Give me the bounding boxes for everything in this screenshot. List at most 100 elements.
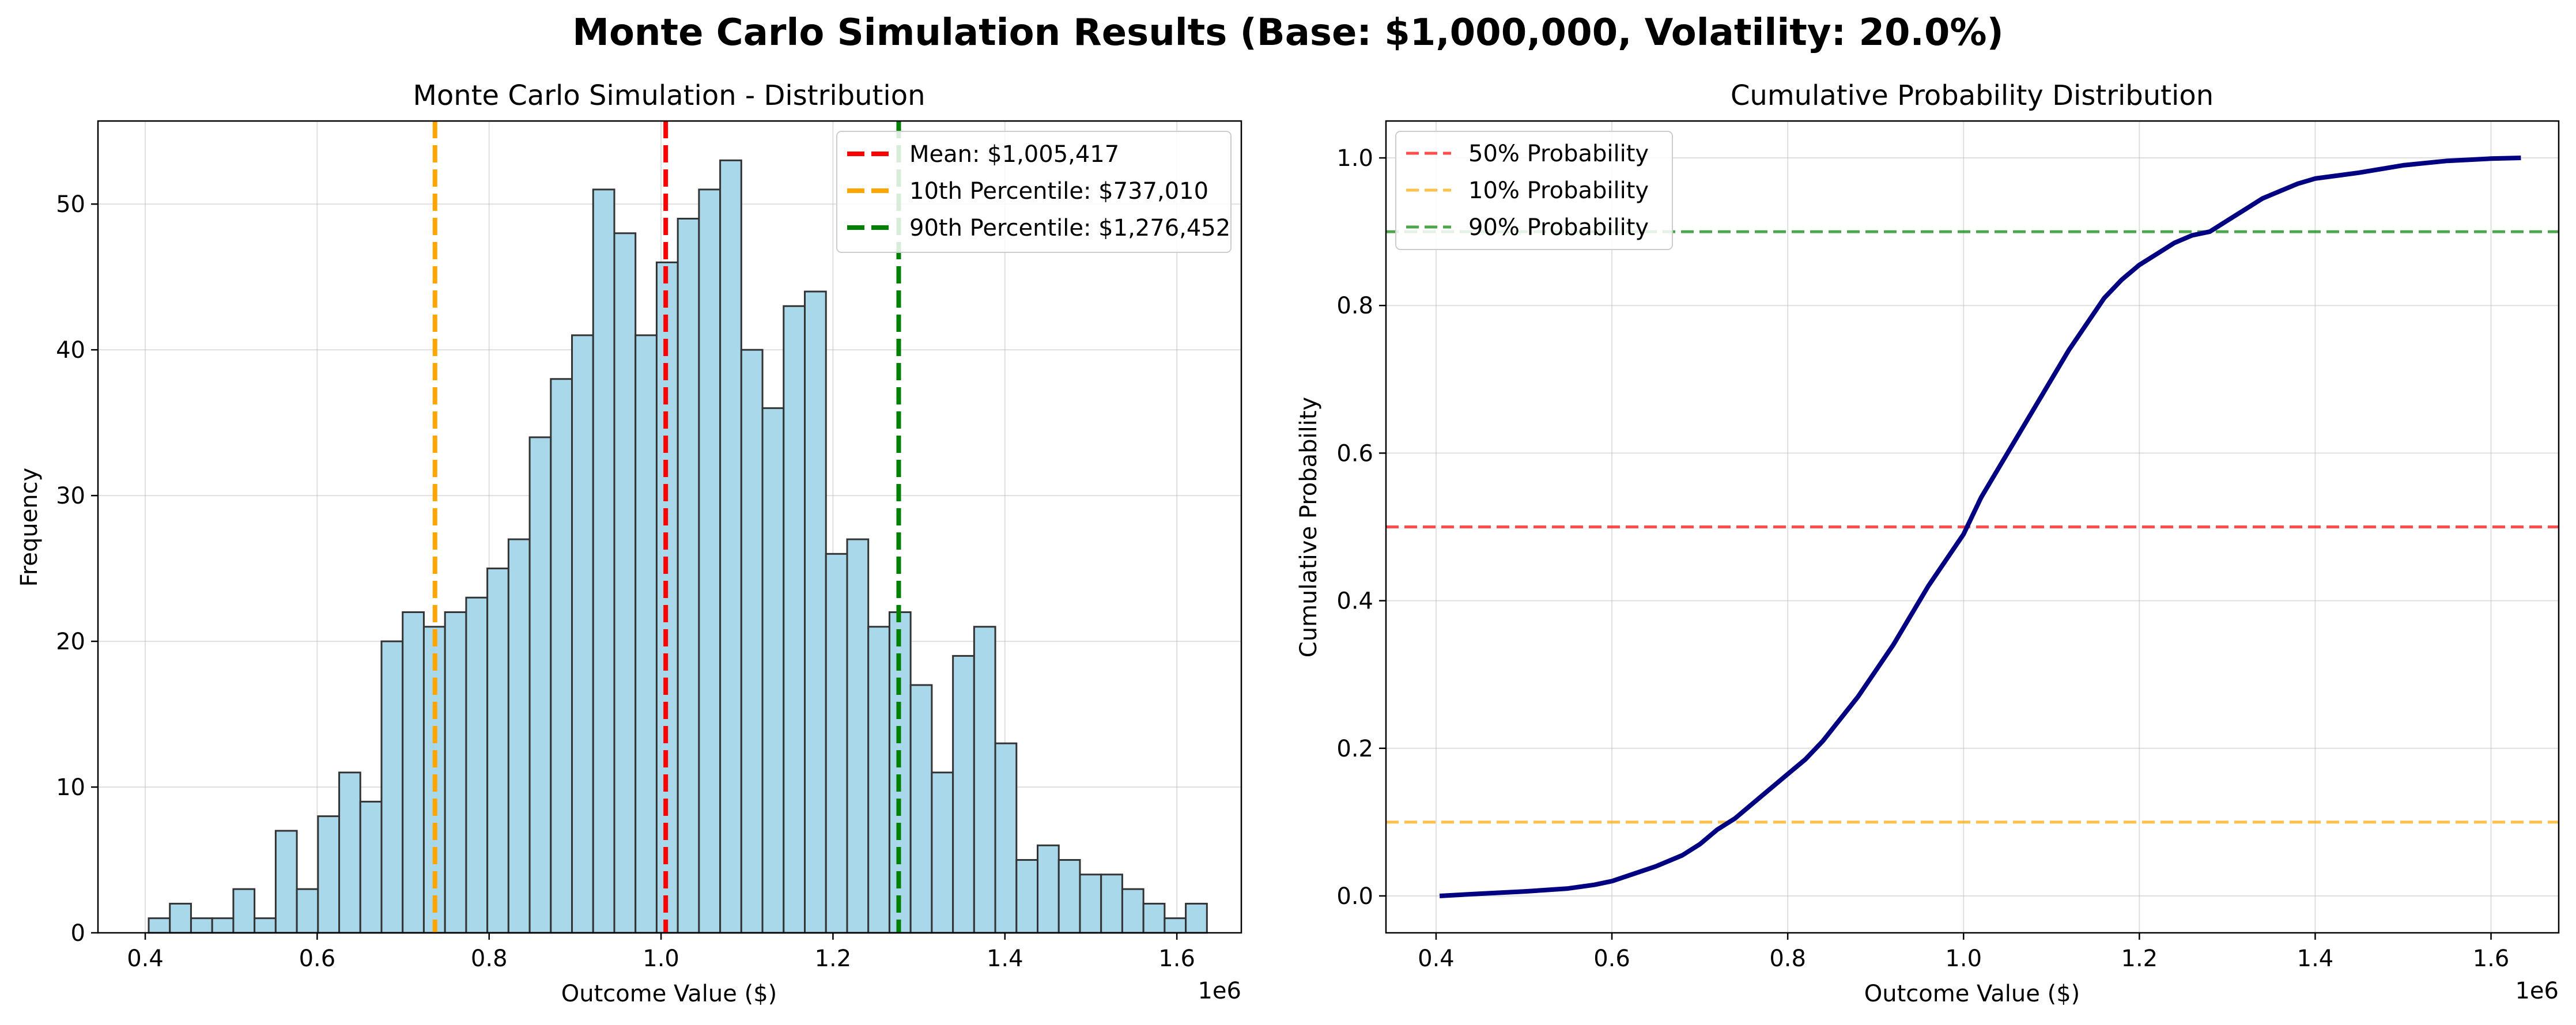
cumulative-chart: Cumulative Probability Distribution 0.4 0… <box>1295 80 2560 1007</box>
y-tick-label: 0.2 <box>1336 736 1373 762</box>
histogram-bar <box>698 188 722 934</box>
x-tick-label: 1.4 <box>987 945 1023 972</box>
y-tick-label: 1.0 <box>1336 145 1373 172</box>
histogram-bar <box>550 378 573 934</box>
histogram-x-ticks: 0.4 0.6 0.8 1.0 1.2 1.4 1.6 <box>127 933 1195 972</box>
cumulative-y-ticks: 0.0 0.2 0.4 0.6 0.8 1.0 <box>1336 145 1386 910</box>
cumulative-legend-box <box>1395 131 1673 250</box>
histogram-bar <box>380 640 404 934</box>
y-tick-label: 0.6 <box>1336 440 1373 467</box>
histogram-bar <box>1185 902 1208 934</box>
histogram-bar <box>846 538 870 934</box>
histogram-bar <box>613 232 637 934</box>
histogram-bar <box>973 626 996 934</box>
cumulative-reference-lines <box>1386 230 2559 824</box>
histogram-bar <box>1079 873 1102 934</box>
histogram-bar <box>296 888 319 934</box>
figure-title: Monte Carlo Simulation Results (Base: $1… <box>572 12 2003 54</box>
histogram-bar <box>867 626 890 934</box>
histogram-bar <box>486 568 509 934</box>
histogram-bar <box>909 684 933 934</box>
histogram-bar <box>444 611 467 934</box>
y-tick-label: 30 <box>56 483 85 509</box>
histogram-bar <box>190 917 213 934</box>
x-tick-label: 1.0 <box>1945 945 1982 972</box>
y-tick-label: 20 <box>56 629 85 655</box>
histogram-y-axis-label: Frequency <box>16 468 43 587</box>
histogram-bar <box>148 917 171 934</box>
legend-entry: 10th Percentile: $737,010 <box>909 178 1208 205</box>
histogram-bar <box>761 407 785 934</box>
x-tick-label: 0.8 <box>1769 945 1806 972</box>
x-tick-label: 0.6 <box>299 945 336 972</box>
y-tick-label: 50 <box>56 191 85 218</box>
histogram-x-offset-label: 1e6 <box>1198 978 1241 1004</box>
histogram-bar <box>1037 844 1060 934</box>
histogram-bar <box>952 655 975 934</box>
x-tick-label: 0.8 <box>471 945 508 972</box>
cumulative-y-axis-label: Cumulative Probability <box>1295 397 1322 657</box>
cumulative-grid <box>1386 121 2559 933</box>
histogram-x-axis-label: Outcome Value ($) <box>561 981 777 1007</box>
histogram-bar <box>783 305 806 934</box>
histogram-bar <box>931 771 954 934</box>
histogram-bar <box>571 334 594 934</box>
histogram-bar <box>1015 859 1039 934</box>
histogram-bar <box>825 553 848 934</box>
histogram-bar <box>1164 917 1187 934</box>
histogram-bar <box>1057 859 1081 934</box>
y-tick-label: 0.0 <box>1336 883 1373 910</box>
y-tick-label: 10 <box>56 774 85 801</box>
cumulative-x-offset-label: 1e6 <box>2515 978 2559 1004</box>
y-tick-label: 0.4 <box>1336 588 1373 615</box>
x-tick-label: 1.0 <box>643 945 679 972</box>
histogram-chart: Monte Carlo Simulation - Distribution 0.… <box>16 80 1242 1007</box>
histogram-legend-box <box>836 131 1232 253</box>
histogram-bar <box>719 159 742 934</box>
histogram-bar <box>1142 902 1166 934</box>
histogram-bar <box>274 830 298 934</box>
x-tick-label: 0.4 <box>127 945 164 972</box>
x-tick-label: 1.6 <box>2473 945 2510 972</box>
x-tick-label: 1.4 <box>2297 945 2334 972</box>
y-tick-label: 40 <box>56 337 85 364</box>
histogram-bar <box>507 538 531 934</box>
histogram-bar <box>994 742 1018 934</box>
histogram-legend: Mean: $1,005,417 10th Percentile: $737,01… <box>836 131 1232 253</box>
x-tick-label: 1.2 <box>2121 945 2158 972</box>
histogram-y-ticks: 0 10 20 30 40 50 <box>56 191 98 947</box>
cumulative-curve-group <box>1439 156 2521 898</box>
legend-entry: 90th Percentile: $1,276,452 <box>909 215 1230 241</box>
cumulative-curve <box>1439 156 2521 898</box>
legend-entry: Mean: $1,005,417 <box>909 141 1119 168</box>
histogram-reference-lines <box>432 121 901 933</box>
histogram-bar <box>634 334 658 934</box>
cumulative-x-ticks: 0.4 0.6 0.8 1.0 1.2 1.4 1.6 <box>1418 933 2509 972</box>
cumulative-plot-frame <box>1385 120 2560 934</box>
histogram-bar <box>528 436 552 934</box>
histogram-bar <box>254 917 277 934</box>
legend-entry: 90% Probability <box>1468 214 1649 241</box>
y-tick-label: 0.8 <box>1336 293 1373 319</box>
x-tick-label: 1.2 <box>815 945 852 972</box>
histogram-bar <box>402 611 425 934</box>
histogram-bar <box>740 349 764 934</box>
histogram-bar <box>169 902 192 934</box>
histogram-bar <box>317 815 341 934</box>
x-tick-label: 1.6 <box>1158 945 1195 972</box>
legend-entry: 50% Probability <box>1468 141 1649 167</box>
histogram-bar <box>804 290 827 934</box>
histogram-bar <box>465 596 489 934</box>
legend-entry: 10% Probability <box>1468 177 1649 204</box>
histogram-bar <box>211 917 235 934</box>
cumulative-title: Cumulative Probability Distribution <box>1731 80 2214 112</box>
histogram-plot-frame <box>97 120 1242 934</box>
histogram-title: Monte Carlo Simulation - Distribution <box>413 80 926 112</box>
cumulative-x-axis-label: Outcome Value ($) <box>1864 981 2080 1007</box>
histogram-bar <box>592 188 615 934</box>
histogram-bar <box>1100 873 1123 934</box>
histogram-bar <box>232 888 256 934</box>
histogram-bars <box>148 159 1208 934</box>
cumulative-legend: 50% Probability 10% Probability 90% Probab… <box>1395 131 1673 250</box>
